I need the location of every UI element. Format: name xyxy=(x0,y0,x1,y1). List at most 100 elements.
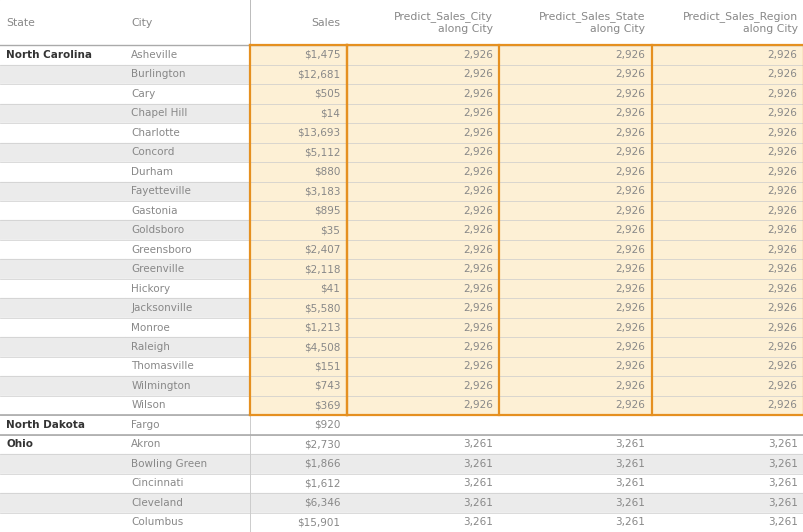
Text: Monroe: Monroe xyxy=(131,322,169,332)
Text: Predict_Sales_City
along City: Predict_Sales_City along City xyxy=(393,11,492,34)
Text: 3,261: 3,261 xyxy=(463,478,492,488)
Bar xyxy=(650,493,803,512)
Text: 2,926: 2,926 xyxy=(767,225,797,235)
Bar xyxy=(124,473,250,493)
Text: Columbus: Columbus xyxy=(131,517,183,527)
Text: 2,926: 2,926 xyxy=(614,109,644,118)
Text: $41: $41 xyxy=(320,284,340,294)
Text: 3,261: 3,261 xyxy=(614,439,644,450)
Text: 3,261: 3,261 xyxy=(614,517,644,527)
Bar xyxy=(124,337,250,357)
Text: 3,261: 3,261 xyxy=(463,517,492,527)
Text: $4,508: $4,508 xyxy=(304,342,340,352)
Text: Wilmington: Wilmington xyxy=(131,381,190,391)
Bar xyxy=(650,279,803,298)
Text: 2,926: 2,926 xyxy=(767,264,797,274)
Text: 2,926: 2,926 xyxy=(463,89,492,99)
Bar xyxy=(346,298,499,318)
Bar xyxy=(650,162,803,181)
Text: 2,926: 2,926 xyxy=(463,186,492,196)
Bar xyxy=(499,45,650,65)
Text: Akron: Akron xyxy=(131,439,161,450)
Bar xyxy=(346,84,499,104)
Bar xyxy=(499,357,650,376)
Bar xyxy=(650,318,803,337)
Bar xyxy=(346,318,499,337)
Text: 2,926: 2,926 xyxy=(614,128,644,138)
Text: 3,261: 3,261 xyxy=(767,517,797,527)
Text: Durham: Durham xyxy=(131,167,173,177)
Text: 2,926: 2,926 xyxy=(463,401,492,410)
Bar xyxy=(499,318,650,337)
Bar xyxy=(250,162,346,181)
Text: 2,926: 2,926 xyxy=(767,147,797,157)
Bar xyxy=(346,65,499,84)
Text: 3,261: 3,261 xyxy=(767,478,797,488)
Bar xyxy=(499,298,650,318)
Text: 2,926: 2,926 xyxy=(767,381,797,391)
Bar xyxy=(346,220,499,240)
Text: 2,926: 2,926 xyxy=(463,303,492,313)
Bar xyxy=(0,376,124,396)
Text: 2,926: 2,926 xyxy=(614,264,644,274)
Bar xyxy=(124,435,250,454)
Text: $2,730: $2,730 xyxy=(304,439,340,450)
Text: 2,926: 2,926 xyxy=(614,206,644,215)
Bar xyxy=(0,0,803,45)
Bar xyxy=(0,415,124,435)
Bar xyxy=(250,240,346,260)
Text: Charlotte: Charlotte xyxy=(131,128,180,138)
Bar xyxy=(346,493,499,512)
Bar xyxy=(650,45,803,65)
Bar xyxy=(250,298,346,318)
Text: 2,926: 2,926 xyxy=(463,245,492,255)
Bar xyxy=(499,279,650,298)
Bar xyxy=(499,415,650,435)
Bar xyxy=(650,376,803,396)
Bar xyxy=(499,512,650,532)
Text: 3,261: 3,261 xyxy=(463,498,492,508)
Bar xyxy=(499,84,650,104)
Bar xyxy=(499,337,650,357)
Bar xyxy=(346,396,499,415)
Bar xyxy=(124,84,250,104)
Bar xyxy=(0,201,124,220)
Bar xyxy=(650,84,803,104)
Text: Concord: Concord xyxy=(131,147,174,157)
Text: 3,261: 3,261 xyxy=(463,459,492,469)
Bar xyxy=(0,84,124,104)
Bar xyxy=(499,240,650,260)
Text: 2,926: 2,926 xyxy=(463,264,492,274)
Text: $920: $920 xyxy=(313,420,340,430)
Text: 2,926: 2,926 xyxy=(463,322,492,332)
Bar xyxy=(346,260,499,279)
Text: 3,261: 3,261 xyxy=(614,478,644,488)
Bar xyxy=(499,143,650,162)
Text: 2,926: 2,926 xyxy=(463,167,492,177)
Bar xyxy=(124,65,250,84)
Bar xyxy=(250,396,346,415)
Bar xyxy=(124,181,250,201)
Bar xyxy=(124,123,250,143)
Bar xyxy=(650,512,803,532)
Text: $13,693: $13,693 xyxy=(297,128,340,138)
Bar xyxy=(499,123,650,143)
Bar xyxy=(346,435,499,454)
Bar xyxy=(250,181,346,201)
Bar xyxy=(650,337,803,357)
Text: 2,926: 2,926 xyxy=(767,401,797,410)
Text: Ohio: Ohio xyxy=(6,439,34,450)
Bar xyxy=(650,201,803,220)
Bar xyxy=(250,493,346,512)
Bar xyxy=(250,143,346,162)
Bar xyxy=(499,181,650,201)
Text: 2,926: 2,926 xyxy=(767,89,797,99)
Bar xyxy=(0,240,124,260)
Text: $895: $895 xyxy=(313,206,340,215)
Bar xyxy=(650,65,803,84)
Bar xyxy=(124,162,250,181)
Bar xyxy=(250,104,346,123)
Text: $3,183: $3,183 xyxy=(304,186,340,196)
Bar xyxy=(124,357,250,376)
Bar xyxy=(0,104,124,123)
